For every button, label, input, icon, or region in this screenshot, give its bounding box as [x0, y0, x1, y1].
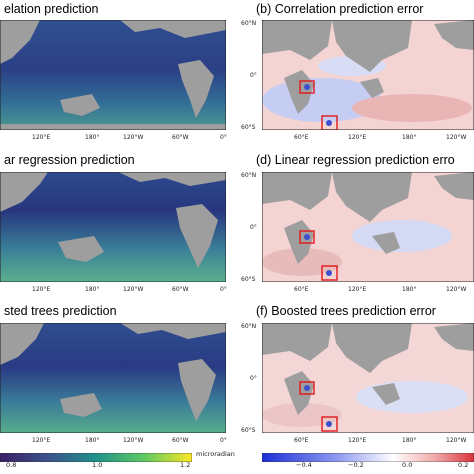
- colorbar-right-tick-4: 0.2: [458, 461, 469, 469]
- left-e-xtick-2: 180°: [85, 437, 100, 444]
- right-f-xtick-4: 120°W: [446, 437, 467, 444]
- map-correlation-prediction-error: [262, 20, 474, 130]
- colorbar-right-tick-3: 0.0: [402, 461, 413, 469]
- colorbar-left-tick-1: 0.8: [6, 461, 17, 469]
- map-correlation-prediction: [0, 20, 226, 130]
- left-a-xtick-3: 120°W: [123, 134, 144, 141]
- colorbar-right-tick-1: −0.4: [296, 461, 312, 469]
- right-f-xtick-1: 60°E: [294, 437, 309, 444]
- panel-c-title: ar regression prediction: [4, 153, 135, 167]
- right-f-ytick-0: 0°: [250, 375, 257, 382]
- right-b-xtick-1: 60°E: [294, 134, 309, 141]
- colorbar-right-tick-2: −0.2: [348, 461, 364, 469]
- right-f-ytick-60s: 60°S: [241, 427, 256, 434]
- left-a-xtick-4: 60°W: [172, 134, 189, 141]
- panel-b-title: (b) Correlation prediction error: [256, 2, 424, 16]
- colorbar-left-tick-3: 1.2: [180, 461, 191, 469]
- map-boosted-trees-prediction: [0, 323, 226, 433]
- left-c-xtick-1: 120°E: [32, 286, 51, 293]
- right-b-xtick-2: 120°E: [348, 134, 367, 141]
- right-d-xtick-1: 60°E: [294, 286, 309, 293]
- right-f-ytick-60n: 60°N: [241, 323, 257, 330]
- right-b-xtick-3: 180°: [402, 134, 417, 141]
- colorbar-right: [261, 449, 474, 463]
- left-a-xtick-5: 0°: [220, 134, 227, 141]
- panel-a-title: elation prediction: [4, 2, 99, 16]
- left-e-xtick-3: 120°W: [123, 437, 144, 444]
- right-f-xtick-3: 180°: [402, 437, 417, 444]
- left-c-xtick-3: 120°W: [123, 286, 144, 293]
- right-d-xtick-2: 120°E: [348, 286, 367, 293]
- right-f-xtick-2: 120°E: [348, 437, 367, 444]
- colorbar-left: [0, 449, 193, 463]
- right-b-ytick-0: 0°: [250, 72, 257, 79]
- left-a-xtick-2: 180°: [85, 134, 100, 141]
- left-a-xtick-1: 120°E: [32, 134, 51, 141]
- colorbar-left-unit: microradian: [196, 450, 235, 458]
- panel-d-title: (d) Linear regression prediction erro: [256, 153, 455, 167]
- right-d-ytick-0: 0°: [250, 224, 257, 231]
- right-b-ytick-60s: 60°S: [241, 124, 256, 131]
- map-boosted-trees-prediction-error: [262, 323, 474, 433]
- left-c-xtick-2: 180°: [85, 286, 100, 293]
- right-b-xtick-4: 120°W: [446, 134, 467, 141]
- map-linear-regression-prediction-error: [262, 172, 474, 282]
- right-d-ytick-60n: 60°N: [241, 172, 257, 179]
- right-d-xtick-3: 180°: [402, 286, 417, 293]
- colorbar-left-tick-2: 1.0: [92, 461, 103, 469]
- right-d-xtick-4: 120°W: [446, 286, 467, 293]
- map-linear-regression-prediction: [0, 172, 226, 282]
- panel-f-title: (f) Boosted trees prediction error: [256, 304, 436, 318]
- left-c-xtick-4: 60°W: [172, 286, 189, 293]
- panel-e-title: sted trees prediction: [4, 304, 117, 318]
- left-e-xtick-5: 0°: [220, 437, 227, 444]
- right-d-ytick-60s: 60°S: [241, 276, 256, 283]
- right-b-ytick-60n: 60°N: [241, 20, 257, 27]
- left-e-xtick-4: 60°W: [172, 437, 189, 444]
- left-e-xtick-1: 120°E: [32, 437, 51, 444]
- left-c-xtick-5: 0°: [220, 286, 227, 293]
